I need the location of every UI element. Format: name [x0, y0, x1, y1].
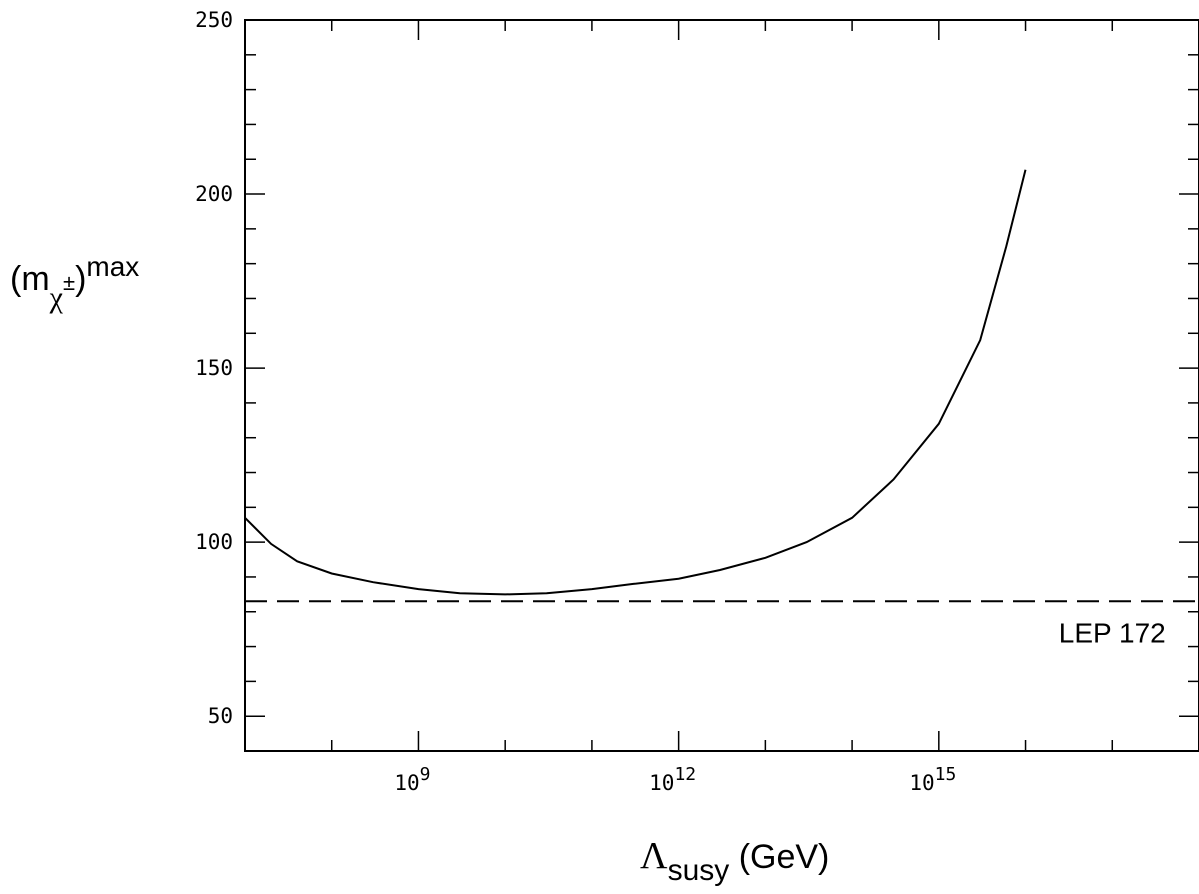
y-tick-label: 150 [195, 356, 233, 380]
x-label-symbol: Λ [640, 835, 668, 877]
y-tick-label: 50 [208, 704, 233, 728]
y-label-superscript: max [86, 251, 139, 282]
x-tick-base: 10 [649, 771, 674, 795]
y-label-subscript: χ [49, 281, 64, 314]
x-label-unit: (GeV) [729, 838, 829, 876]
y-tick-labels: 50 100 150 200 250 [195, 8, 233, 728]
x-axis-label: Λsusy (GeV) [640, 835, 829, 887]
x-tick-label: 109 [394, 764, 430, 795]
x-tick-labels: 109 1012 1015 [394, 764, 956, 795]
y-tick-label: 250 [195, 8, 233, 32]
series-group [245, 170, 1199, 602]
y-label-subscript-sup: ± [63, 270, 75, 295]
plot-frame [245, 20, 1199, 751]
y-label-open: (m [10, 260, 50, 298]
y-axis-label: (mχ±)max [10, 251, 139, 314]
x-tick-exponent: 15 [935, 764, 957, 785]
lep-172-annotation: LEP 172 [1059, 618, 1166, 649]
tick-marks [245, 20, 1199, 751]
y-tick-label: 100 [195, 530, 233, 554]
x-tick-label: 1012 [649, 764, 696, 795]
annotations: LEP 172 [1059, 618, 1166, 649]
x-tick-base: 10 [394, 771, 419, 795]
x-tick-exponent: 12 [674, 764, 696, 785]
x-tick-exponent: 9 [420, 764, 431, 785]
x-label-subscript: susy [668, 854, 730, 887]
x-tick-label: 1015 [909, 764, 956, 795]
chargino-mass-curve [245, 170, 1026, 595]
y-tick-label: 200 [195, 182, 233, 206]
y-label-close: ) [75, 260, 86, 298]
x-tick-base: 10 [909, 771, 934, 795]
